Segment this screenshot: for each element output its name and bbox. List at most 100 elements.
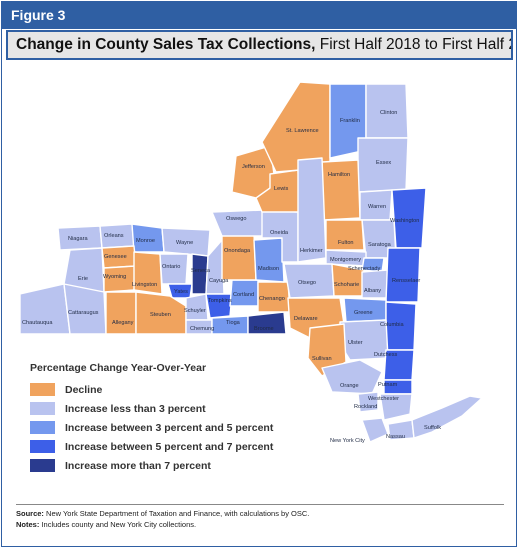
county-cattaraugus — [63, 283, 107, 335]
label-chenango: Chenango — [259, 296, 285, 302]
legend-title: Percentage Change Year-Over-Year — [30, 362, 207, 374]
legend-label-3to5: Increase between 3 percent and 5 percent — [65, 421, 274, 434]
legend-label-gt7: Increase more than 7 percent — [65, 459, 211, 472]
label-wyoming: Wyoming — [103, 274, 126, 280]
label-allegany: Allegany — [112, 320, 134, 326]
label-nyc: New York City — [330, 438, 365, 444]
county-seneca — [191, 253, 209, 295]
label-clinton: Clinton — [380, 110, 397, 116]
label-stlawrence: St. Lawrence — [286, 128, 319, 134]
label-wayne: Wayne — [176, 240, 193, 246]
legend-item-lt3: Increase less than 3 percent — [30, 399, 290, 418]
label-chemung: Chemung — [190, 326, 214, 332]
legend-item-decline: Decline — [30, 380, 290, 399]
label-essex: Essex — [376, 160, 391, 166]
notes-line: Notes: Includes county and New York City… — [16, 519, 309, 530]
label-jefferson: Jefferson — [242, 164, 265, 170]
label-sullivan: Sullivan — [312, 356, 332, 362]
label-orange: Orange — [340, 383, 359, 389]
label-madison: Madison — [258, 266, 279, 272]
label-albany: Albany — [364, 288, 381, 294]
label-cortland: Cortland — [233, 292, 254, 298]
label-yates: Yates — [174, 289, 188, 295]
county-fulton — [325, 219, 365, 251]
county-herkimer — [297, 157, 327, 263]
legend-item-5to7: Increase between 5 percent and 7 percent — [30, 437, 290, 456]
label-steuben: Steuben — [150, 312, 171, 318]
title-bold: Change in County Sales Tax Collections, — [16, 36, 316, 53]
label-tompkins: Tompkins — [208, 298, 232, 304]
source-text: New York State Department of Taxation an… — [46, 509, 310, 518]
label-ulster: Ulster — [348, 340, 363, 346]
legend-label-5to7: Increase between 5 percent and 7 percent — [65, 440, 274, 453]
county-hamilton — [321, 159, 361, 221]
county-broome — [247, 311, 287, 335]
county-suffolk — [411, 395, 483, 439]
label-ontario: Ontario — [162, 264, 180, 270]
legend-item-gt7: Increase more than 7 percent — [30, 456, 290, 475]
title-rest: First Half 2018 to First Half 2019 — [319, 36, 511, 53]
county-livingston — [133, 251, 163, 295]
county-rockland — [357, 391, 379, 413]
map-legend: Percentage Change Year-Over-Year Decline… — [30, 362, 290, 475]
label-seneca: Seneca — [191, 268, 211, 274]
county-westchester — [379, 393, 413, 421]
legend-label-lt3: Increase less than 3 percent — [65, 402, 206, 415]
label-broome: Broome — [254, 326, 274, 332]
source-label: Source: — [16, 509, 44, 518]
county-onondaga — [221, 231, 257, 281]
label-warren: Warren — [368, 204, 386, 210]
label-tioga: Tioga — [226, 320, 241, 326]
county-nyc — [361, 417, 389, 443]
label-monroe: Monroe — [136, 238, 155, 244]
legend-swatch-gt7 — [30, 459, 55, 472]
county-schuyler — [185, 293, 209, 321]
label-delaware: Delaware — [294, 316, 318, 322]
county-shapes — [19, 81, 483, 443]
legend-swatch-lt3 — [30, 402, 55, 415]
label-genesee: Genesee — [104, 254, 127, 260]
legend-label-decline: Decline — [65, 383, 103, 396]
figure-title: Change in County Sales Tax Collections, … — [6, 30, 513, 60]
label-nassau: Nassau — [386, 434, 405, 440]
notes-label: Notes: — [16, 520, 40, 529]
legend-swatch-3to5 — [30, 421, 55, 434]
notes-text: Includes county and New York City collec… — [41, 520, 197, 529]
label-greene: Greene — [354, 310, 373, 316]
footer-notes: Source: New York State Department of Tax… — [16, 508, 309, 530]
county-allegany — [105, 291, 137, 335]
label-hamilton: Hamilton — [328, 172, 350, 178]
label-onondaga: Onondaga — [224, 248, 251, 254]
label-erie: Erie — [78, 276, 88, 282]
label-chautauqua: Chautauqua — [22, 320, 53, 326]
county-madison — [253, 237, 285, 283]
label-lewis: Lewis — [274, 186, 289, 192]
label-montgomery: Montgomery — [330, 257, 361, 263]
label-cattaraugus: Cattaraugus — [68, 310, 99, 316]
source-line: Source: New York State Department of Tax… — [16, 508, 309, 519]
label-cayuga: Cayuga — [209, 278, 229, 284]
label-niagara: Niagara — [68, 236, 88, 242]
label-schoharie: Schoharie — [334, 282, 359, 288]
county-labels: Niagara Orleans Monroe Wayne Erie Genese… — [22, 110, 441, 444]
label-oswego: Oswego — [226, 216, 247, 222]
legend-item-3to5: Increase between 3 percent and 5 percent — [30, 418, 290, 437]
label-schuyler: Schuyler — [184, 308, 206, 314]
label-columbia: Columbia — [380, 322, 405, 328]
footer-divider — [16, 504, 504, 505]
label-dutchess: Dutchess — [374, 352, 398, 358]
county-orange — [321, 359, 383, 395]
county-tompkins — [205, 293, 233, 319]
legend-swatch-5to7 — [30, 440, 55, 453]
label-oneida: Oneida — [270, 230, 289, 236]
figure-label: Figure 3 — [1, 1, 517, 29]
label-suffolk: Suffolk — [424, 425, 441, 431]
label-washington: Washington — [390, 218, 419, 224]
label-saratoga: Saratoga — [368, 242, 392, 248]
label-schenectady: Schenectady — [348, 266, 381, 272]
county-chautauqua — [19, 283, 71, 335]
label-herkimer: Herkimer — [300, 248, 323, 254]
label-westchester: Westchester — [368, 396, 399, 402]
label-franklin: Franklin — [340, 118, 360, 124]
county-rensselaer — [385, 247, 421, 303]
